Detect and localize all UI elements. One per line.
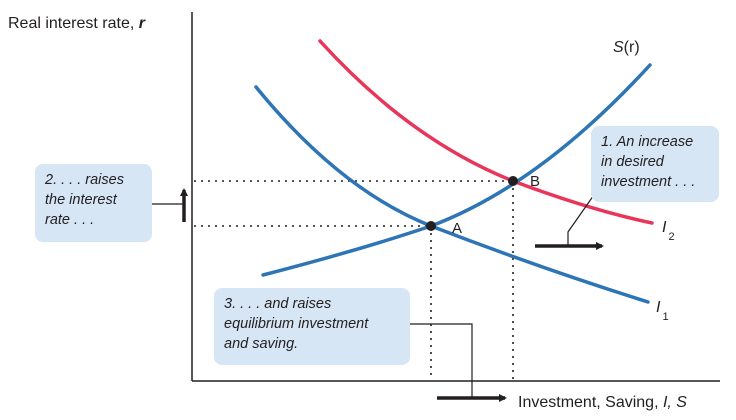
point-label-b: B xyxy=(530,173,540,190)
callout-raises-investment-saving: 3. . . . and raises equilibrium investme… xyxy=(214,288,410,365)
callout-three-leader xyxy=(410,323,473,398)
saving-curve xyxy=(261,63,652,277)
callout-two-line-1: 2. . . . raises xyxy=(45,172,124,188)
callout-investment-increase: 1. An increase in desired investment . .… xyxy=(591,126,719,202)
x-axis-title: Investment, Saving, I, S xyxy=(518,394,687,411)
callout-one-leader xyxy=(567,181,604,246)
callout-one-line-2: in desired xyxy=(601,154,664,170)
i2-curve-label: I2 xyxy=(662,219,675,243)
callout-two-line-2: the interest xyxy=(45,192,117,208)
callout-two-line-3: rate . . . xyxy=(45,212,95,228)
investment-curve-i1 xyxy=(254,85,650,304)
callout-three-line-3: and saving. xyxy=(224,336,299,352)
investment-curve-i2 xyxy=(318,39,654,225)
i1-curve-label: I1 xyxy=(656,299,669,323)
callout-raises-interest-rate: 2. . . . raises the interest rate . . . xyxy=(35,164,152,242)
point-label-a: A xyxy=(452,220,462,237)
equilibrium-point-b xyxy=(508,176,518,186)
callout-one-line-1: 1. An increase xyxy=(601,134,694,150)
equilibrium-point-a xyxy=(426,221,436,231)
saving-curve-label: S(r) xyxy=(613,39,640,56)
y-axis-title: Real interest rate, r xyxy=(8,15,146,32)
callout-three-line-1: 3. . . . and raises xyxy=(224,296,332,312)
callout-three-line-2: equilibrium investment xyxy=(224,316,369,332)
callout-one-line-3: investment . . . xyxy=(601,174,696,190)
